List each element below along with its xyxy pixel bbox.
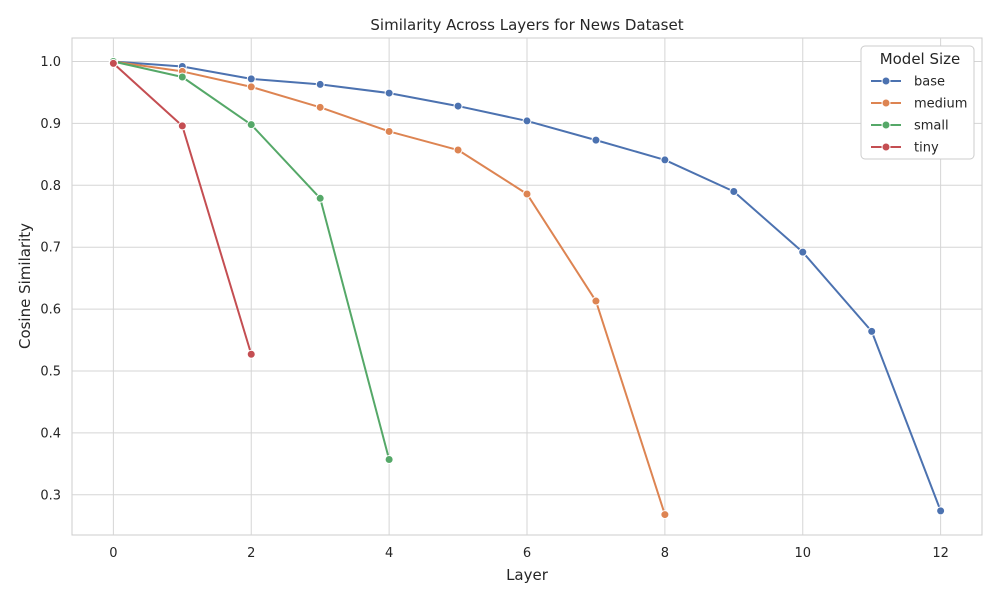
y-tick-label: 0.4: [40, 426, 61, 441]
y-tick-label: 0.3: [40, 488, 61, 503]
data-point-tiny: [246, 349, 256, 359]
data-point-medium: [591, 296, 601, 306]
x-tick-label: 8: [661, 546, 669, 561]
y-tick-label: 1.0: [40, 55, 61, 70]
legend-marker-small: [881, 120, 891, 130]
data-point-small: [384, 454, 394, 464]
legend-items: base medium small tiny: [871, 75, 967, 156]
y-tick-label: 0.8: [40, 179, 61, 194]
data-point-base: [660, 155, 670, 165]
legend-label-base: base: [914, 75, 945, 90]
y-ticks: 0.3 0.4 0.5 0.6 0.7 0.8 0.9 1.0: [40, 55, 61, 503]
legend-marker-medium: [881, 98, 891, 108]
data-point-medium: [453, 145, 463, 155]
y-tick-label: 0.5: [40, 364, 61, 379]
data-point-medium: [384, 126, 394, 136]
data-point-small: [246, 120, 256, 130]
x-tick-label: 6: [523, 546, 531, 561]
y-tick-label: 0.6: [40, 303, 61, 318]
x-ticks: 0 2 4 6 8 10 12: [109, 546, 949, 561]
data-point-base: [246, 74, 256, 84]
data-point-base: [798, 247, 808, 257]
data-point-base: [522, 116, 532, 126]
data-point-medium: [522, 189, 532, 199]
legend-title: Model Size: [880, 50, 961, 68]
legend-label-medium: medium: [914, 97, 967, 112]
data-point-base: [729, 186, 739, 196]
data-point-base: [936, 506, 946, 516]
legend-marker-tiny: [881, 142, 891, 152]
data-point-tiny: [108, 58, 118, 68]
data-point-medium: [246, 82, 256, 92]
data-point-medium: [315, 102, 325, 112]
data-point-medium: [660, 510, 670, 520]
data-point-small: [315, 193, 325, 203]
data-point-small: [177, 72, 187, 82]
series-points: [108, 57, 946, 520]
x-tick-label: 10: [794, 546, 811, 561]
data-point-base: [867, 326, 877, 336]
y-gridlines: [72, 61, 982, 496]
y-tick-label: 0.9: [40, 117, 61, 132]
data-point-base: [315, 79, 325, 89]
legend-box: [860, 45, 975, 160]
data-point-base: [453, 101, 463, 111]
plot-area: [71, 37, 983, 536]
legend-label-tiny: tiny: [914, 141, 939, 156]
data-point-tiny: [177, 121, 187, 131]
chart-title: Similarity Across Layers for News Datase…: [370, 16, 683, 34]
legend: Model Size base medium small tiny: [860, 45, 975, 160]
x-tick-label: 0: [109, 546, 117, 561]
data-point-base: [591, 135, 601, 145]
legend-label-small: small: [914, 119, 949, 134]
y-tick-label: 0.7: [40, 241, 61, 256]
data-point-base: [384, 88, 394, 98]
x-axis-label: Layer: [506, 566, 549, 584]
x-tick-label: 12: [932, 546, 949, 561]
y-axis-label: Cosine Similarity: [16, 223, 34, 349]
x-tick-label: 2: [247, 546, 255, 561]
x-tick-label: 4: [385, 546, 393, 561]
legend-marker-base: [881, 76, 891, 86]
